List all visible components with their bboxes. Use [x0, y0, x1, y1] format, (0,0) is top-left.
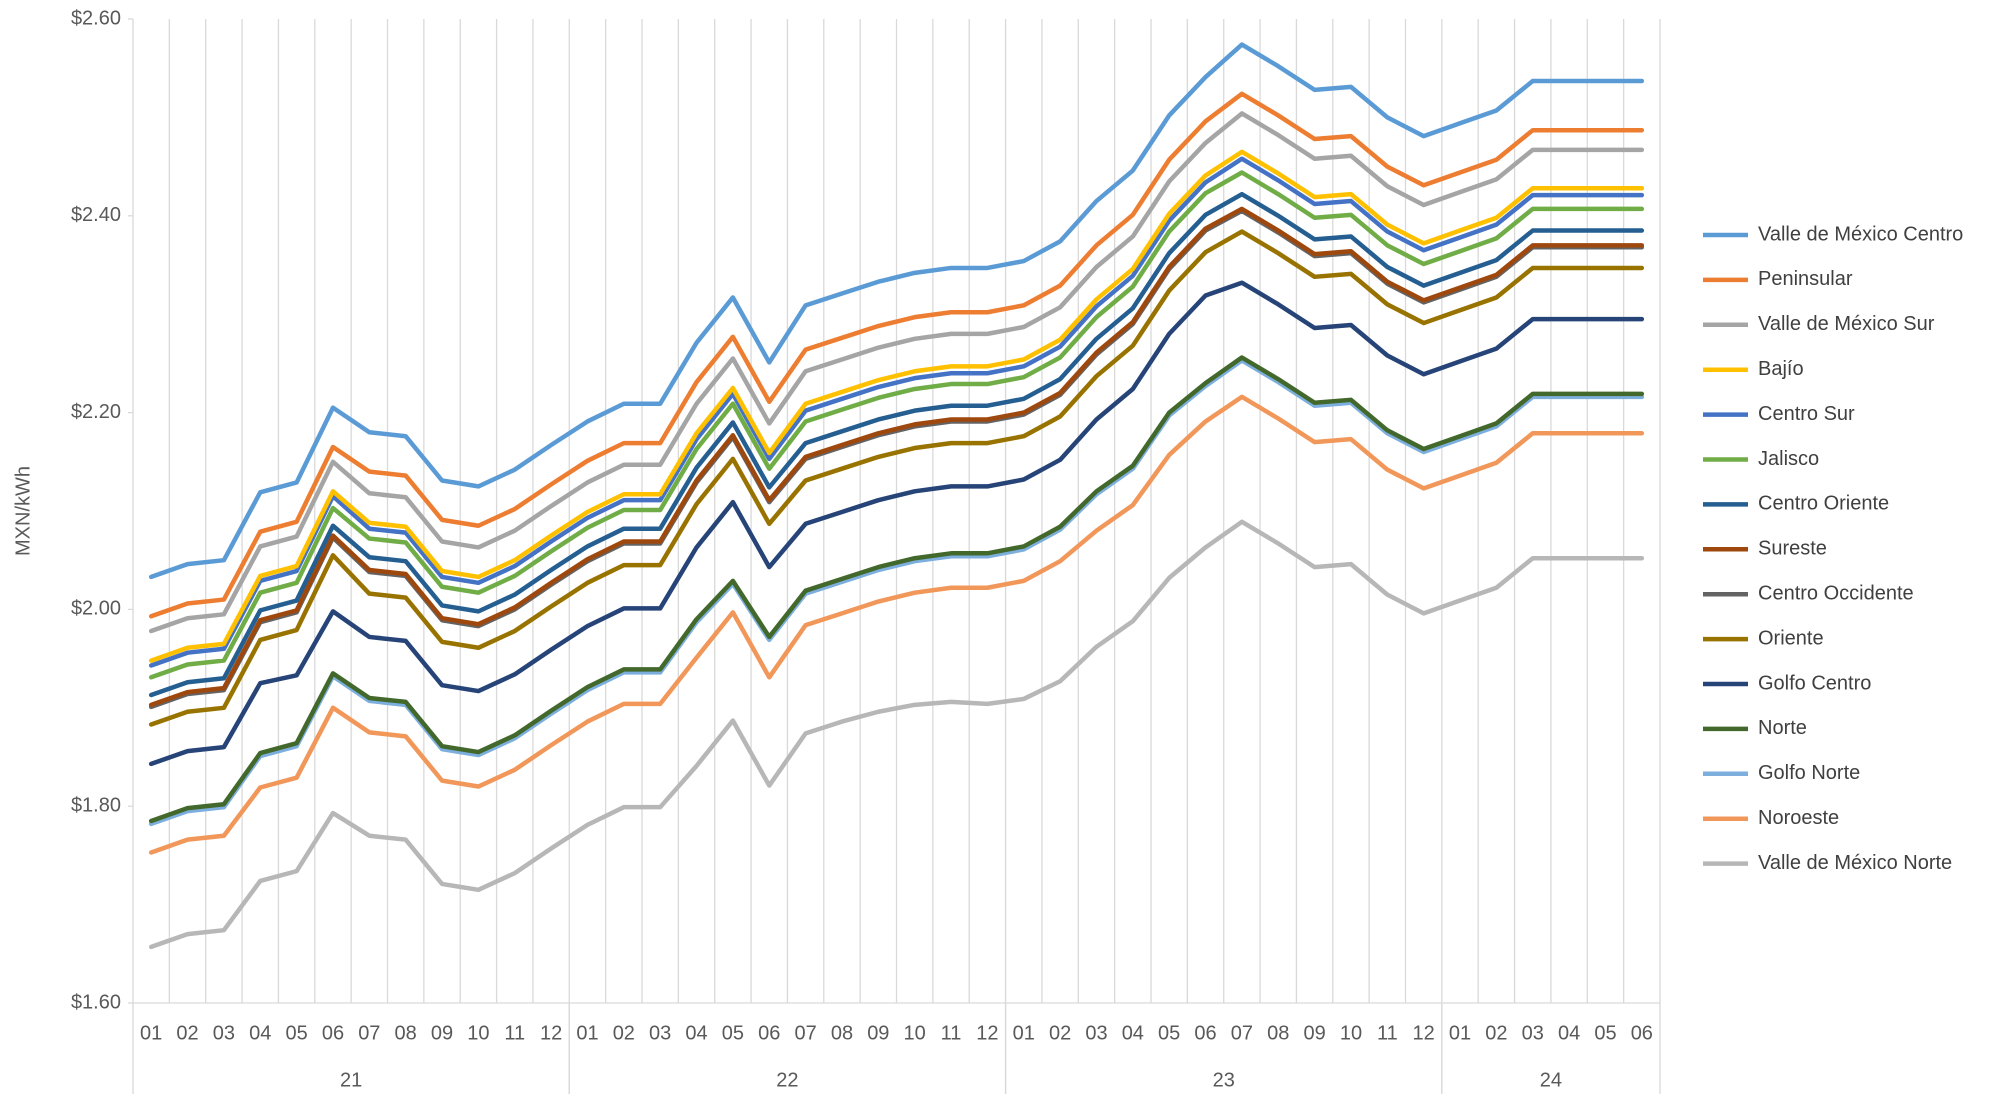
series-line [148, 206, 1645, 708]
x-tick-label: 01 [1013, 1022, 1035, 1044]
x-tick-label: 03 [649, 1022, 671, 1044]
x-tick-label: 07 [794, 1022, 816, 1044]
x-tick-label: 11 [1377, 1022, 1398, 1044]
x-tick-label: 11 [504, 1022, 525, 1044]
legend: Valle de México Centro Peninsular Valle de… [1703, 223, 1963, 874]
x-tick-label: 03 [1085, 1022, 1107, 1044]
x-tick-label: 07 [358, 1022, 380, 1044]
y-tick-label: $2.00 [71, 598, 121, 620]
legend-label: Valle de México Centro [1758, 223, 1963, 245]
x-tick-label: 02 [613, 1022, 635, 1044]
x-tick-label: 08 [1267, 1022, 1289, 1044]
x-tick-label: 12 [976, 1022, 998, 1044]
series-line [148, 358, 1645, 827]
x-group-label: 21 [340, 1069, 362, 1091]
x-tick-label: 04 [249, 1022, 271, 1044]
x-tick-label: 05 [1158, 1022, 1180, 1044]
series-line [148, 519, 1645, 950]
x-tick-label: 01 [140, 1022, 162, 1044]
x-group-label: 24 [1540, 1069, 1562, 1091]
legend-label: Golfo Norte [1758, 762, 1860, 784]
legend-label: Centro Sur [1758, 403, 1855, 425]
y-tick-label: $1.60 [71, 991, 121, 1013]
x-tick-label: 08 [831, 1022, 853, 1044]
series-line [148, 191, 1645, 698]
x-tick-label: 04 [685, 1022, 707, 1044]
x-tick-label: 06 [322, 1022, 344, 1044]
y-tick-label: $1.80 [71, 794, 121, 816]
series-line [148, 91, 1645, 619]
x-tick-label: 10 [467, 1022, 489, 1044]
x-tick-label: 11 [941, 1022, 962, 1044]
legend-label: Noroeste [1758, 807, 1839, 829]
series-line [148, 355, 1645, 824]
legend-label: Centro Occidente [1758, 582, 1914, 604]
series-line [148, 149, 1645, 663]
legend-label: Valle de México Norte [1758, 852, 1952, 874]
x-tick-label: 01 [576, 1022, 598, 1044]
x-tick-label: 10 [904, 1022, 926, 1044]
x-tick-label: 06 [1194, 1022, 1216, 1044]
series-line [148, 229, 1645, 727]
x-tick-label: 01 [1449, 1022, 1471, 1044]
x-tick-label: 07 [1231, 1022, 1253, 1044]
x-tick-label: 10 [1340, 1022, 1362, 1044]
legend-label: Oriente [1758, 627, 1824, 649]
x-group-label: 23 [1213, 1069, 1235, 1091]
series-line [148, 394, 1645, 855]
x-group-label: 22 [776, 1069, 798, 1091]
x-tick-label: 03 [213, 1022, 235, 1044]
x-tick-label: 08 [395, 1022, 417, 1044]
legend-label: Bajío [1758, 358, 1804, 380]
series-line [148, 170, 1645, 680]
legend-label: Golfo Centro [1758, 672, 1871, 694]
x-tick-label: 02 [176, 1022, 198, 1044]
x-tick-label: 09 [867, 1022, 889, 1044]
legend-label: Sureste [1758, 538, 1827, 560]
series-line [148, 156, 1645, 668]
x-tick-label: 06 [758, 1022, 780, 1044]
series-line [148, 111, 1645, 634]
x-tick-label: 09 [1303, 1022, 1325, 1044]
x-tick-label: 09 [431, 1022, 453, 1044]
x-tick-label: 12 [1413, 1022, 1435, 1044]
x-tick-label: 04 [1122, 1022, 1144, 1044]
y-tick-label: $2.60 [71, 7, 121, 29]
x-tick-label: 05 [285, 1022, 307, 1044]
y-tick-label: $2.20 [71, 401, 121, 423]
series-line [148, 280, 1645, 767]
series-line [148, 42, 1645, 580]
x-tick-label: 03 [1522, 1022, 1544, 1044]
legend-label: Centro Oriente [1758, 493, 1889, 515]
x-tick-label: 12 [540, 1022, 562, 1044]
y-tick-label: $2.40 [71, 204, 121, 226]
x-tick-label: 02 [1485, 1022, 1507, 1044]
x-tick-label: 05 [722, 1022, 744, 1044]
legend-label: Peninsular [1758, 268, 1853, 290]
x-tick-label: 02 [1049, 1022, 1071, 1044]
legend-label: Valle de México Sur [1758, 313, 1935, 335]
legend-label: Jalisco [1758, 448, 1819, 470]
legend-label: Norte [1758, 717, 1807, 739]
x-tick-label: 04 [1558, 1022, 1580, 1044]
x-tick-label: 05 [1594, 1022, 1616, 1044]
y-axis-title: MXN/kWh [12, 466, 34, 556]
x-tick-label: 06 [1631, 1022, 1653, 1044]
